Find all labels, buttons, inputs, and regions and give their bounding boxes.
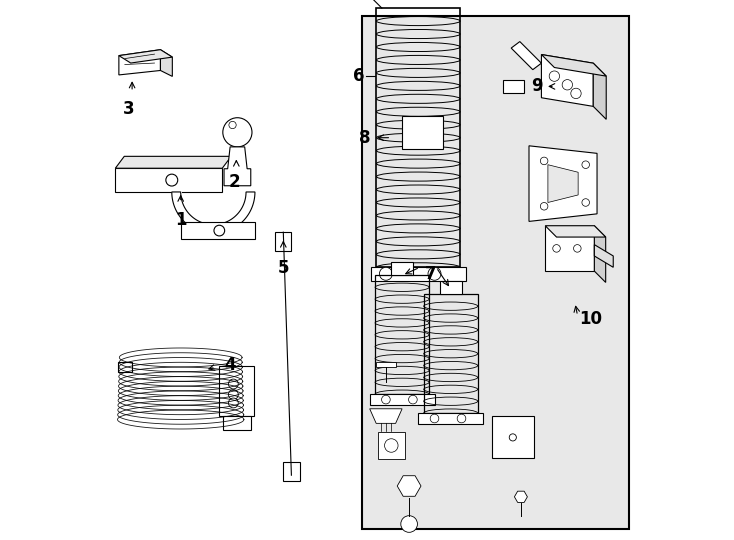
Polygon shape: [545, 226, 595, 271]
Polygon shape: [595, 245, 613, 267]
Text: 7: 7: [425, 265, 437, 282]
Polygon shape: [224, 147, 251, 186]
Circle shape: [228, 390, 239, 400]
FancyBboxPatch shape: [362, 16, 629, 529]
Text: 4: 4: [224, 355, 236, 374]
Circle shape: [214, 225, 225, 236]
Polygon shape: [283, 462, 299, 481]
Circle shape: [562, 79, 573, 90]
Polygon shape: [503, 80, 524, 93]
Text: 6: 6: [353, 66, 365, 85]
Polygon shape: [377, 362, 396, 367]
Circle shape: [582, 199, 589, 206]
Polygon shape: [440, 281, 462, 294]
Circle shape: [540, 157, 548, 165]
Circle shape: [223, 118, 252, 147]
Polygon shape: [397, 476, 421, 496]
Text: 9: 9: [531, 77, 542, 96]
Polygon shape: [119, 50, 172, 63]
Circle shape: [553, 245, 560, 252]
Polygon shape: [593, 63, 606, 119]
Circle shape: [228, 398, 239, 408]
Polygon shape: [595, 226, 606, 282]
Polygon shape: [275, 232, 291, 251]
Circle shape: [385, 438, 398, 453]
Text: 5: 5: [277, 259, 289, 277]
Polygon shape: [161, 50, 172, 76]
Polygon shape: [115, 157, 231, 168]
Circle shape: [549, 71, 559, 82]
Circle shape: [582, 161, 589, 168]
Polygon shape: [529, 146, 597, 221]
Circle shape: [430, 414, 439, 423]
Polygon shape: [548, 165, 578, 202]
Polygon shape: [545, 226, 606, 237]
Circle shape: [382, 395, 390, 404]
Polygon shape: [391, 262, 413, 275]
Circle shape: [401, 516, 418, 532]
Circle shape: [166, 174, 178, 186]
Polygon shape: [515, 491, 528, 502]
Polygon shape: [492, 416, 534, 458]
Circle shape: [540, 202, 548, 210]
Text: 2: 2: [229, 173, 241, 191]
Polygon shape: [370, 394, 435, 405]
Circle shape: [379, 267, 393, 280]
Polygon shape: [172, 192, 255, 233]
Polygon shape: [418, 413, 483, 424]
Text: 10: 10: [579, 309, 602, 328]
Polygon shape: [181, 221, 255, 240]
Circle shape: [428, 267, 441, 280]
Circle shape: [457, 414, 466, 423]
Polygon shape: [117, 362, 131, 372]
Circle shape: [228, 379, 239, 389]
Circle shape: [409, 395, 417, 404]
Polygon shape: [115, 168, 222, 192]
Polygon shape: [223, 416, 251, 430]
Polygon shape: [542, 55, 606, 76]
Circle shape: [573, 245, 581, 252]
Polygon shape: [370, 409, 402, 423]
Text: 3: 3: [123, 100, 134, 118]
Text: 1: 1: [175, 211, 186, 228]
Polygon shape: [371, 267, 465, 281]
Circle shape: [229, 122, 236, 129]
Text: 8: 8: [359, 129, 371, 147]
Polygon shape: [378, 432, 404, 459]
Polygon shape: [542, 55, 593, 106]
Polygon shape: [511, 42, 542, 70]
Circle shape: [571, 88, 581, 99]
Polygon shape: [402, 116, 443, 148]
Circle shape: [509, 434, 516, 441]
Polygon shape: [219, 367, 255, 416]
Polygon shape: [119, 50, 161, 75]
